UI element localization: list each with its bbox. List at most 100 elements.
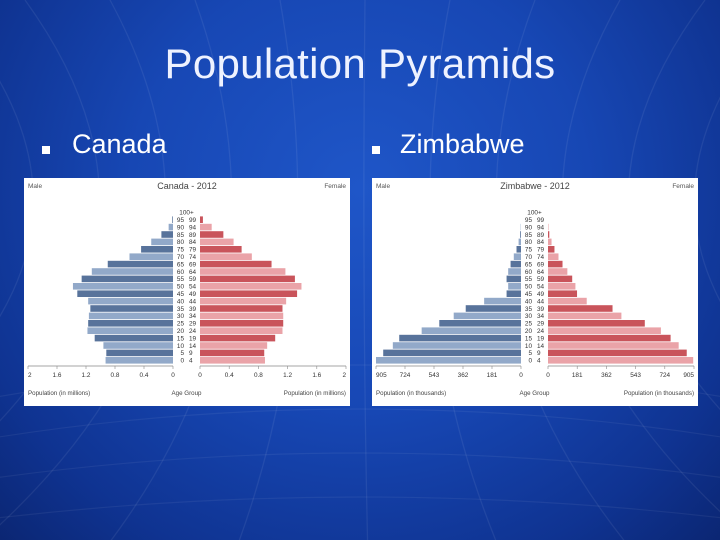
zimbabwe-age-label-end: 59 [537,276,545,283]
zimbabwe-age-label-start: 45 [525,291,533,298]
canada-female-bar [200,231,224,238]
canada-age-label-end: 74 [189,254,197,261]
canada-age-label-end: 94 [189,224,197,231]
zimbabwe-age-label-start: 90 [525,224,533,231]
canada-female-bar [200,268,286,275]
canada-male-bar [106,349,173,357]
canada-age-label-end: 39 [189,306,197,313]
zimbabwe-age-label-end: 64 [537,269,545,276]
canada-age-label-end: 54 [189,284,197,291]
zimbabwe-age-label-end: 19 [537,335,545,342]
canada-age-label-start: 20 [177,328,185,335]
zimbabwe-male-bar [383,349,521,357]
zimbabwe-age-label-end: 49 [537,291,545,298]
background-curve [363,0,369,540]
zimbabwe-female-bar [548,275,573,283]
zimbabwe-male-bar [516,246,521,253]
canada-age-label-start: 60 [177,269,185,276]
canada-age-label-start: 25 [177,321,185,328]
canada-tick-label: 0.4 [140,372,149,379]
canada-female-bar [200,342,268,349]
zimbabwe-female-bar [548,283,576,290]
zimbabwe-male-bar [453,312,521,320]
bullet-label-canada: Canada [72,129,167,159]
zimbabwe-tick-label: 905 [683,372,694,379]
zimbabwe-age-label-start: 75 [525,247,533,254]
zimbabwe-female-bar [548,320,645,327]
canada-female-bar [200,305,283,312]
canada-age-label-end: 24 [189,328,197,335]
zimbabwe-age-label-end: 4 [537,358,541,365]
zimbabwe-age-label-start: 40 [525,298,533,305]
canada-female-bar [200,312,284,320]
canada-male-bar [88,297,173,305]
zimbabwe-age-label-end: 9 [537,350,541,357]
canada-age-label-start: 5 [180,350,184,357]
zimbabwe-age-label-start: 30 [525,313,533,320]
zimbabwe-age-label-end: 24 [537,328,545,335]
canada-age-label-end: 69 [189,261,197,268]
zimbabwe-male-bar [439,320,521,327]
zimbabwe-age-label-start: 35 [525,306,533,313]
canada-age-label-end: 14 [189,343,197,350]
zimbabwe-left-axis-title: Population (in thousands) [376,390,446,397]
zimbabwe-female-bar [548,260,563,268]
zimbabwe-tick-label: 905 [376,372,387,379]
canada-male-bar [81,275,173,283]
zimbabwe-age-label-start: 80 [525,239,533,246]
canada-age-label-start: 10 [177,343,185,350]
zimbabwe-male-bar [465,305,521,312]
canada-tick-label: 2 [28,372,32,379]
zimbabwe-male-bar [399,334,521,342]
zimbabwe-age-label-end: 84 [537,239,545,246]
canada-male-bar [103,342,173,349]
zimbabwe-age-label-start: 0 [528,358,532,365]
canada-tick-label: 0 [171,372,175,379]
canada-tick-label: 0.8 [254,372,263,379]
canada-age-label-start: 15 [177,335,185,342]
zimbabwe-female-bar [548,305,613,312]
canada-tick-label: 1.2 [82,372,91,379]
zimbabwe-right-axis-title: Population (in thousands) [624,390,694,397]
zimbabwe-age-label-end: 54 [537,284,545,291]
canada-age-label-end: 29 [189,321,197,328]
zimbabwe-age-label-start: 10 [525,343,533,350]
zimbabwe-male-bar [513,253,521,260]
canada-age-label-start: 55 [177,276,185,283]
background-curve [0,408,720,438]
zimbabwe-female-header: Female [672,183,694,190]
zimbabwe-female-bar [548,349,687,357]
zimbabwe-male-bar [518,238,521,246]
zimbabwe-age-label-end: 69 [537,261,545,268]
canada-age-label-end: 84 [189,239,197,246]
canada-age-label-end: 19 [189,335,197,342]
zimbabwe-age-label-end: 14 [537,343,545,350]
zimbabwe-male-bar [506,275,521,283]
canada-age-label-start: 50 [177,284,185,291]
zimbabwe-age-label-start: 15 [525,335,533,342]
canada-female-bar [200,216,203,223]
canada-male-bar [168,223,173,231]
zimbabwe-age-label-start: 85 [525,232,533,239]
canada-age-label-start: 90 [177,224,185,231]
zimbabwe-male-bar [376,357,521,364]
canada-age-label-start: 40 [177,298,185,305]
canada-tick-label: 0 [198,372,202,379]
canada-female-bar [200,246,242,253]
canada-age-label-start: 30 [177,313,185,320]
zimbabwe-age-label-start: 20 [525,328,533,335]
canada-age-label-start: 65 [177,261,185,268]
zimbabwe-age-label-end: 29 [537,321,545,328]
zimbabwe-age-label-end: 39 [537,306,545,313]
canada-female-bar [200,223,212,231]
zimbabwe-female-bar [548,290,578,297]
zimbabwe-male-bar [508,268,521,275]
zimbabwe-female-bar [548,312,622,320]
zimbabwe-age-label-start: 65 [525,261,533,268]
bullet-marker-zimbabwe [372,146,380,154]
zimbabwe-tick-label: 181 [572,372,583,379]
canada-male-bar [161,231,173,238]
canada-age-label-start: 35 [177,306,185,313]
